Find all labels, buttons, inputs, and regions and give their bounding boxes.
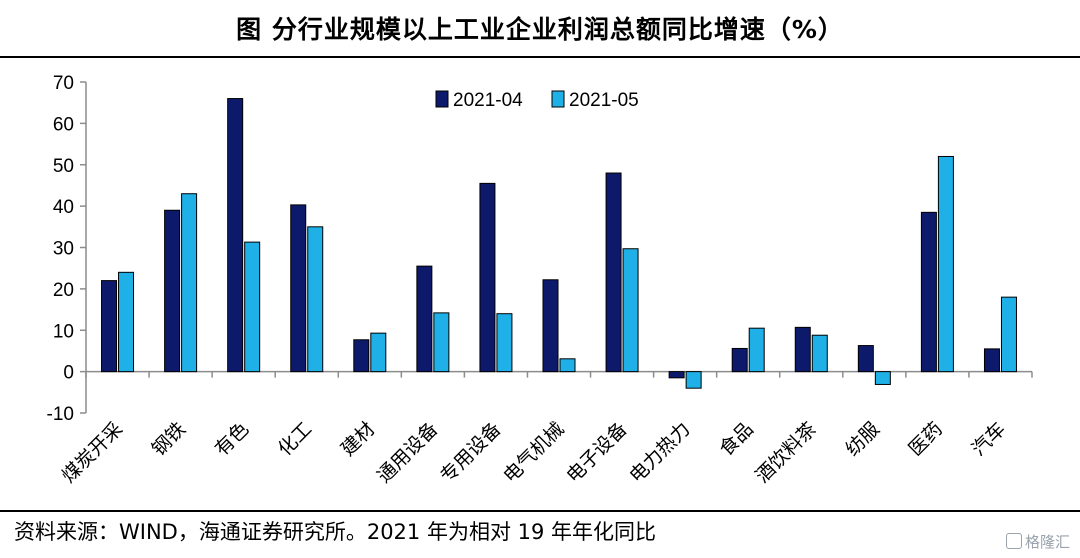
x-category-label: 纺服 (841, 418, 883, 460)
bar-1 (668, 371, 685, 379)
bar-1 (290, 204, 307, 373)
y-tick-label: 10 (53, 321, 74, 342)
x-category-label: 电子设备 (562, 418, 631, 487)
x-category-label: 有色 (211, 418, 253, 460)
x-category-label: 医药 (904, 418, 946, 460)
source-note: 资料来源：WIND，海通证券研究所。2021 年为相对 19 年年化同比 (14, 520, 657, 544)
x-category-label: 汽车 (968, 418, 1010, 460)
y-tick-label: 60 (53, 114, 74, 135)
bar-2 (622, 248, 639, 373)
bar-2 (118, 271, 135, 373)
bar-1 (353, 339, 370, 373)
bar-1 (731, 347, 748, 373)
bar-2 (811, 334, 828, 373)
y-tick-label: 20 (53, 280, 74, 301)
x-category-label: 电气机械 (499, 418, 568, 487)
title-bar: 图 分行业规模以上工业企业利润总额同比增速（%） (0, 0, 1080, 58)
bar-2 (370, 332, 387, 373)
bar-2 (496, 313, 513, 373)
bar-2 (244, 241, 261, 373)
x-category-label: 通用设备 (373, 418, 442, 487)
chart-title: 图 分行业规模以上工业企业利润总额同比增速（%） (236, 15, 844, 44)
y-tick-label: 0 (63, 363, 74, 384)
x-category-label: 专用设备 (436, 418, 505, 487)
bar-1 (479, 182, 496, 373)
bar-1 (920, 211, 937, 373)
bar-2 (433, 312, 450, 373)
legend-swatch-2 (551, 90, 565, 108)
y-tick-label: 40 (53, 197, 74, 218)
bar-chart: -10 0 10 20 30 40 50 60 70 煤炭开采 钢铁 有色 化工 建材通用设备专用设备电气… (47, 73, 1033, 487)
legend-swatch-1 (435, 90, 449, 108)
bar-1 (857, 345, 874, 373)
watermark-logo-icon (1005, 533, 1022, 549)
x-category-label: 化工 (274, 418, 316, 460)
bar-2 (307, 226, 324, 373)
watermark: 格隆汇 (1005, 531, 1070, 552)
bar-1 (164, 209, 181, 373)
legend-label-1: 2021-04 (453, 90, 523, 111)
bar-1 (227, 98, 244, 373)
y-tick-label: 50 (53, 156, 74, 177)
y-tick-label: 70 (53, 73, 74, 94)
watermark-text: 格隆汇 (1024, 533, 1070, 551)
bar-2 (685, 371, 702, 389)
bar-2 (181, 193, 198, 373)
x-category-label: 电力热力 (625, 418, 694, 487)
bar-1 (416, 265, 433, 373)
y-tick-label: -10 (47, 404, 74, 425)
bar-1 (605, 172, 622, 373)
legend-label-2: 2021-05 (569, 90, 639, 111)
bar-1 (983, 348, 1000, 373)
x-category-label: 酒饮料茶 (751, 418, 820, 487)
bar-2 (937, 155, 954, 373)
bar-2 (748, 327, 765, 373)
bar-2 (559, 358, 576, 373)
x-category-label: 煤炭开采 (58, 418, 127, 487)
x-category-label: 食品 (715, 418, 757, 460)
footer-divider (0, 510, 1080, 512)
x-category-label: 建材 (337, 418, 379, 460)
x-category-label: 钢铁 (148, 418, 190, 460)
y-tick-label: 30 (53, 239, 74, 260)
bar-2 (874, 371, 891, 385)
bar-1 (101, 280, 118, 373)
bar-2 (1000, 296, 1017, 373)
bar-1 (542, 279, 559, 373)
bar-1 (794, 326, 811, 373)
